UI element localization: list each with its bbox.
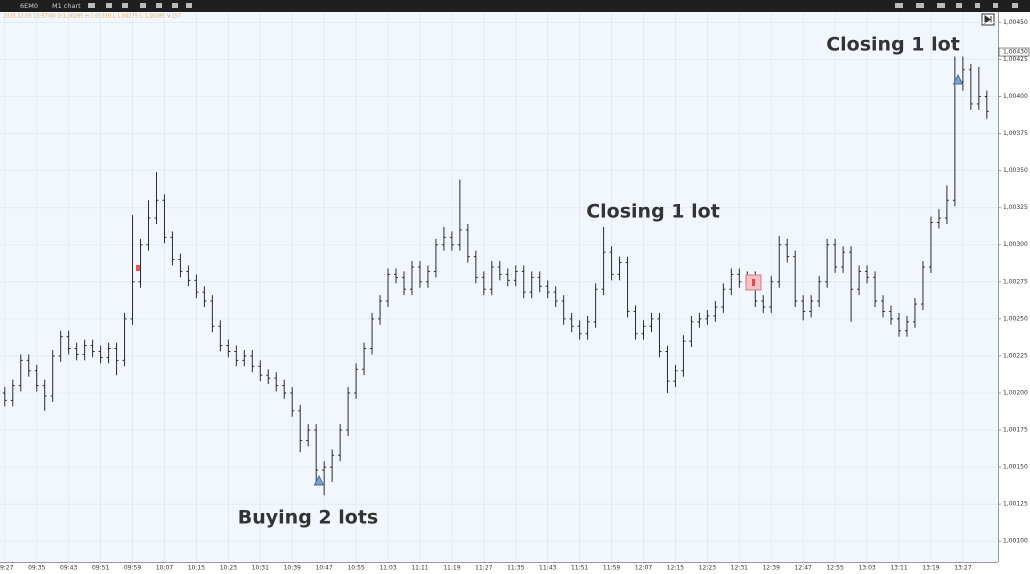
y-tick-label: 1,00400 <box>1003 93 1028 100</box>
y-tick-label: 1,00200 <box>1003 389 1028 396</box>
x-tick-label: 11:51 <box>571 565 588 572</box>
plot-area <box>0 12 998 562</box>
x-tick-label: 11:35 <box>507 565 524 572</box>
x-tick-label: 11:59 <box>603 565 620 572</box>
y-tick-label: 1,00325 <box>1003 204 1028 211</box>
y-tick-label: 1,00350 <box>1003 167 1028 174</box>
y-tick-label: 1,00225 <box>1003 352 1028 359</box>
time-axis <box>0 562 998 574</box>
y-tick-label: 1,00275 <box>1003 278 1028 285</box>
sell-marker-dot <box>752 279 755 286</box>
buy-marker <box>313 474 325 486</box>
x-tick-label: 11:19 <box>443 565 460 572</box>
x-tick-label: 11:11 <box>411 565 428 572</box>
x-tick-label: 12:47 <box>795 565 812 572</box>
sell-marker <box>952 73 964 85</box>
symbol[interactable]: 6EM0 <box>20 2 38 10</box>
x-tick-label: 10:07 <box>156 565 173 572</box>
x-tick-label: 11:27 <box>475 565 492 572</box>
x-tick-label: 11:43 <box>539 565 556 572</box>
toolbar <box>0 0 1030 12</box>
last-price-label: 1,00430 <box>1003 49 1028 56</box>
x-tick-label: 09:35 <box>28 565 45 572</box>
annotation: Buying 2 lots <box>238 507 378 529</box>
x-tick-label: 12:31 <box>731 565 748 572</box>
y-tick-label: 1,00375 <box>1003 130 1028 137</box>
y-tick-label: 1,00425 <box>1003 56 1028 63</box>
x-tick-label: 13:27 <box>954 565 971 572</box>
y-tick-label: 1,00100 <box>1003 538 1028 545</box>
x-tick-label: 10:31 <box>252 565 269 572</box>
x-tick-label: 12:23 <box>699 565 716 572</box>
scroll-end-icon <box>984 15 992 24</box>
trade-marker <box>136 265 140 271</box>
x-tick-label: 09:51 <box>92 565 109 572</box>
y-tick-label: 1,00450 <box>1003 19 1028 26</box>
annotation: Closing 1 lot <box>826 34 960 56</box>
y-tick-label: 1,00150 <box>1003 464 1028 471</box>
x-tick-label: 09:27 <box>0 565 14 572</box>
last-price-box <box>998 47 1030 57</box>
y-tick-label: 1,00125 <box>1003 501 1028 508</box>
x-tick-label: 09:43 <box>60 565 77 572</box>
x-tick-label: 13:11 <box>890 565 907 572</box>
y-tick-label: 1,00300 <box>1003 241 1028 248</box>
x-tick-label: 12:39 <box>763 565 780 572</box>
price-axis <box>998 12 1030 574</box>
chart-name[interactable]: M1 chart <box>52 2 81 10</box>
y-tick-label: 1,00250 <box>1003 315 1028 322</box>
x-tick-label: 10:39 <box>284 565 301 572</box>
annotation: Closing 1 lot <box>586 201 720 223</box>
x-tick-label: 13:19 <box>922 565 939 572</box>
y-tick-label: 1,00175 <box>1003 427 1028 434</box>
x-tick-label: 10:55 <box>347 565 364 572</box>
x-tick-label: 10:47 <box>316 565 333 572</box>
bar-info: 2020.12.05 13:57:00 O:1,00285 H:1,00310 … <box>3 14 181 20</box>
toolbar-icons[interactable] <box>88 3 1018 8</box>
x-tick-label: 13:03 <box>858 565 875 572</box>
x-tick-label: 12:15 <box>667 565 684 572</box>
x-tick-label: 12:07 <box>635 565 652 572</box>
x-tick-label: 11:03 <box>379 565 396 572</box>
x-tick-label: 09:59 <box>124 565 141 572</box>
x-tick-label: 10:15 <box>188 565 205 572</box>
x-tick-label: 10:23 <box>220 565 237 572</box>
x-tick-label: 12:55 <box>826 565 843 572</box>
